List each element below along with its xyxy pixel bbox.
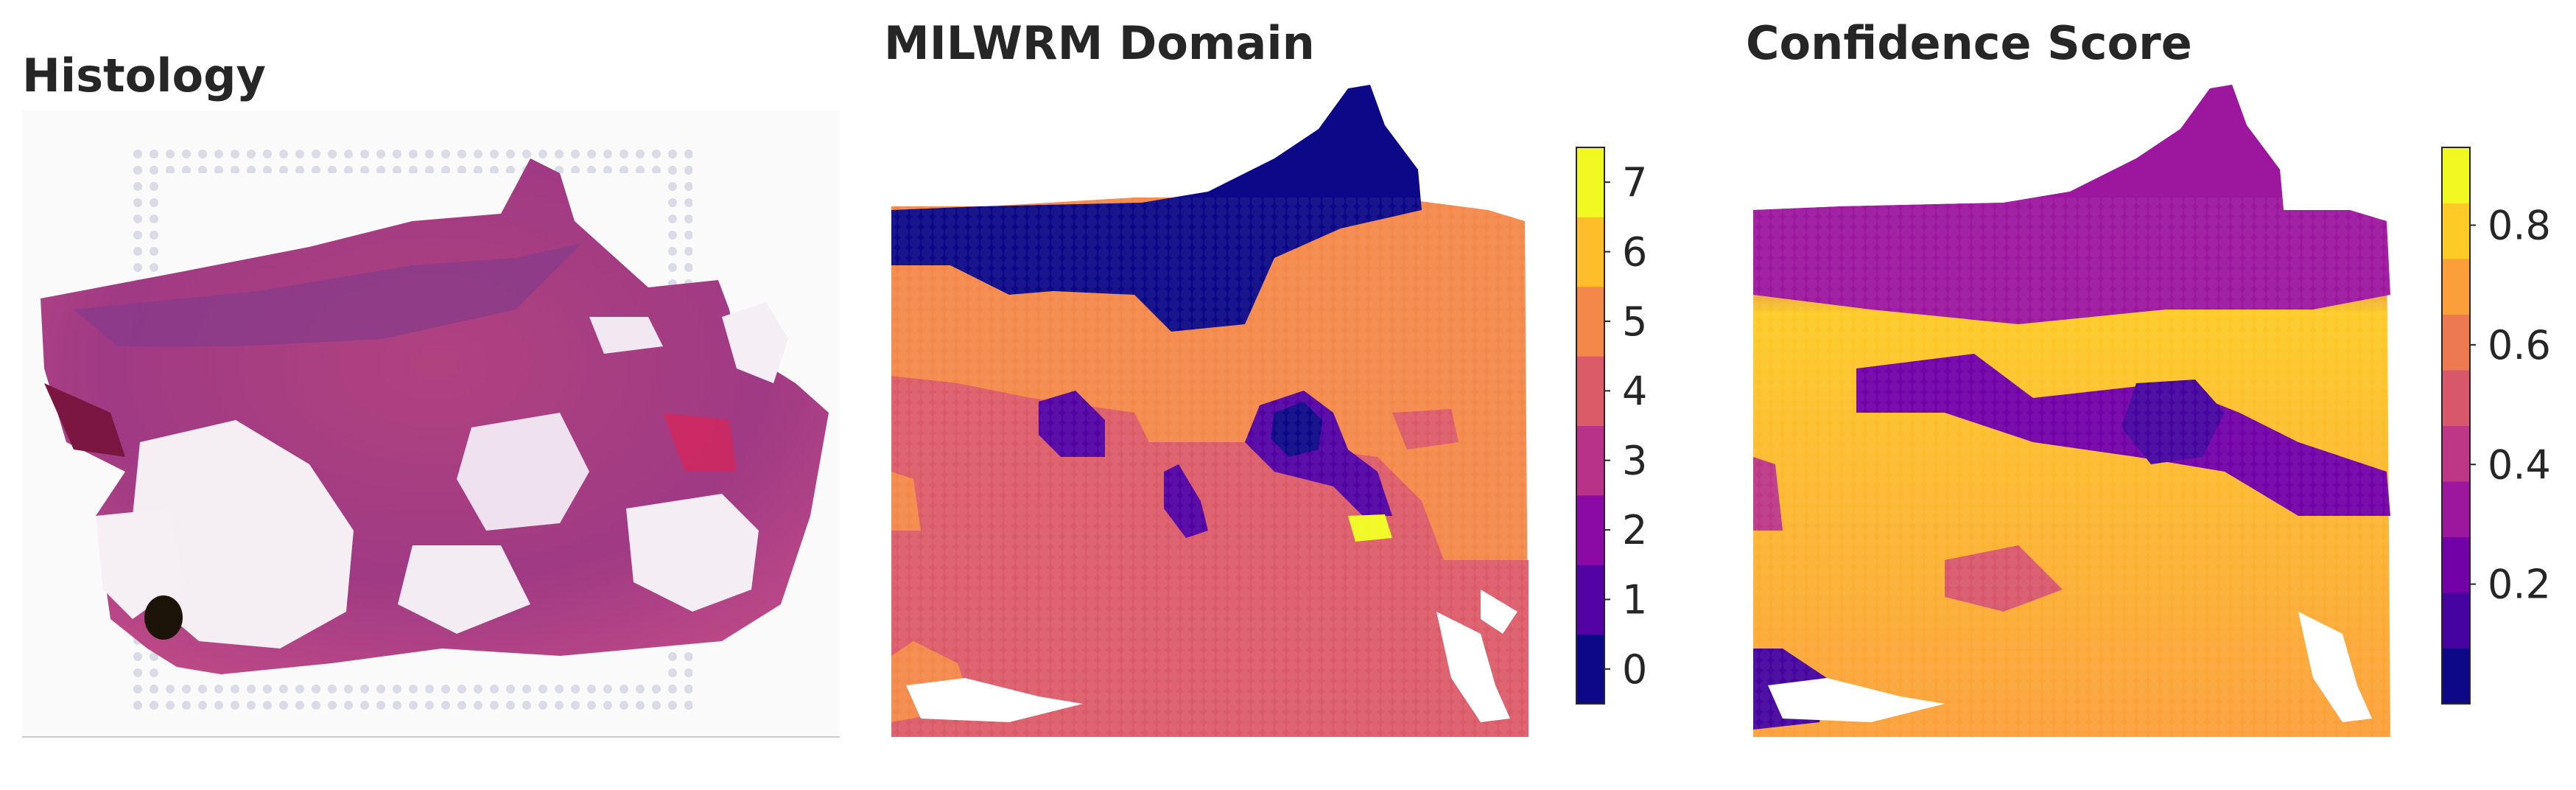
confidence-panel: Confidence Score 0.2 0.4 0.6 0.8	[1724, 0, 2576, 790]
confidence-title: Confidence Score	[1746, 16, 2192, 70]
colorbar-frame	[2441, 147, 2471, 705]
colorbar-segment-3	[1576, 425, 1604, 496]
tissue-dense-region	[74, 243, 582, 346]
colorbar-segment-5	[1576, 286, 1604, 357]
dark-artifact	[144, 595, 183, 640]
colorbar-gradient-step	[2442, 314, 2470, 371]
colorbar-gradient-step	[2442, 536, 2470, 593]
colorbar-gradient-step	[2442, 425, 2470, 482]
tissue-dark-edge	[44, 383, 125, 457]
colorbar-tick-label: 0.6	[2488, 322, 2551, 368]
colorbar-tick-label-6: 6	[1622, 229, 1647, 276]
spot-texture	[891, 198, 1529, 737]
colorbar-tick-label-4: 4	[1622, 368, 1647, 414]
colorbar-segment-6	[1576, 217, 1604, 287]
adipose-region-2	[457, 413, 589, 531]
colorbar-gradient-step	[2442, 370, 2470, 426]
hemorrhage-region	[663, 413, 737, 472]
confidence-map: 0.2 0.4 0.6 0.8	[1753, 85, 2551, 737]
colorbar-segment-4	[1576, 356, 1604, 426]
colorbar-segment-2	[1576, 494, 1604, 565]
adipose-region-5	[589, 317, 663, 354]
colorbar-tick-label-0: 0	[1622, 646, 1647, 693]
domain-title: MILWRM Domain	[884, 16, 1315, 70]
domain-colorbar: 0 1 2 3 4 5 6 7	[1576, 147, 1647, 705]
colorbar-gradient-step	[2442, 648, 2470, 705]
colorbar-tick-label-1: 1	[1622, 576, 1647, 623]
colorbar-tick-label-2: 2	[1622, 507, 1647, 553]
colorbar-tick-label-5: 5	[1622, 298, 1647, 345]
colorbar-gradient-step	[2442, 259, 2470, 315]
histology-title: Histology	[22, 49, 266, 102]
colorbar-tick-label: 0.8	[2488, 203, 2551, 249]
adipose-region-3	[626, 494, 759, 612]
adipose-region-4	[722, 302, 788, 383]
colorbar-gradient-step	[2442, 592, 2470, 649]
colorbar-gradient-step	[2442, 481, 2470, 537]
colorbar-gradient-step	[2442, 203, 2470, 259]
colorbar-segment-1	[1576, 564, 1604, 635]
confidence-colorbar: 0.2 0.4 0.6 0.8	[2441, 147, 2551, 705]
domain-map: 0 1 2 3 4 5 6 7	[891, 85, 1647, 737]
fiducial-dots-top	[133, 144, 692, 173]
colorbar-segment-7	[1576, 147, 1604, 217]
spot-texture	[1753, 198, 2390, 737]
colorbar-tick-label: 0.2	[2488, 562, 2551, 608]
colorbar-gradient-step	[2442, 147, 2470, 203]
adipose-region-7	[96, 508, 184, 619]
colorbar-tick-label-3: 3	[1622, 438, 1647, 484]
histology-panel: Histology	[0, 0, 854, 790]
domain-panel: MILWRM Domain 0 1 2 3 4 5 6 7	[862, 0, 1746, 790]
fiducial-dots-bottom	[133, 682, 692, 711]
adipose-region-1	[133, 420, 354, 649]
colorbar-tick-label: 0.4	[2488, 441, 2551, 488]
colorbar-tick-label-7: 7	[1622, 159, 1647, 206]
histology-image	[22, 111, 840, 738]
colorbar-frame	[1576, 147, 1605, 705]
colorbar-segment-0	[1576, 634, 1604, 705]
adipose-region-6	[398, 545, 530, 634]
